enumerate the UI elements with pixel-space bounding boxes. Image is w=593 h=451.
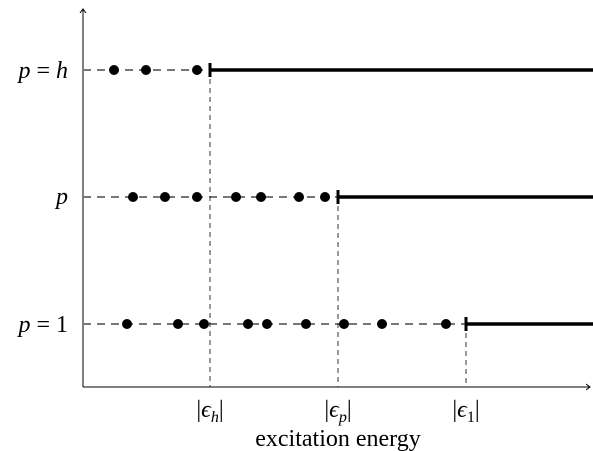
x-label: |ϵp| (324, 397, 351, 426)
label-part: h (56, 58, 68, 84)
row-label: p (54, 184, 68, 210)
row-label: p = 1 (16, 312, 68, 338)
dots (109, 65, 451, 329)
label-part: ϵ (457, 397, 468, 423)
x-label: |ϵh| (196, 397, 223, 426)
label-part: = (30, 58, 56, 84)
axis-title: excitation energy (255, 426, 421, 451)
label-part: = (30, 312, 56, 338)
label-part: p (16, 312, 30, 338)
label-part: p (16, 58, 30, 84)
label-part: | (475, 397, 480, 423)
label-part: | (219, 397, 224, 423)
x-label: |ϵ1| (452, 397, 479, 426)
label-part: 1 (56, 312, 68, 338)
label-part: ϵ (201, 397, 212, 423)
label-part: 1 (467, 409, 475, 426)
label-part: | (196, 397, 201, 423)
label-part: h (211, 409, 219, 426)
label-part: | (347, 397, 352, 423)
label-part: p (338, 409, 347, 426)
label-part: p (54, 184, 68, 210)
label-part: | (452, 397, 457, 423)
label-part: ϵ (329, 397, 340, 423)
row-label: p = h (16, 58, 68, 84)
label-part: | (324, 397, 329, 423)
